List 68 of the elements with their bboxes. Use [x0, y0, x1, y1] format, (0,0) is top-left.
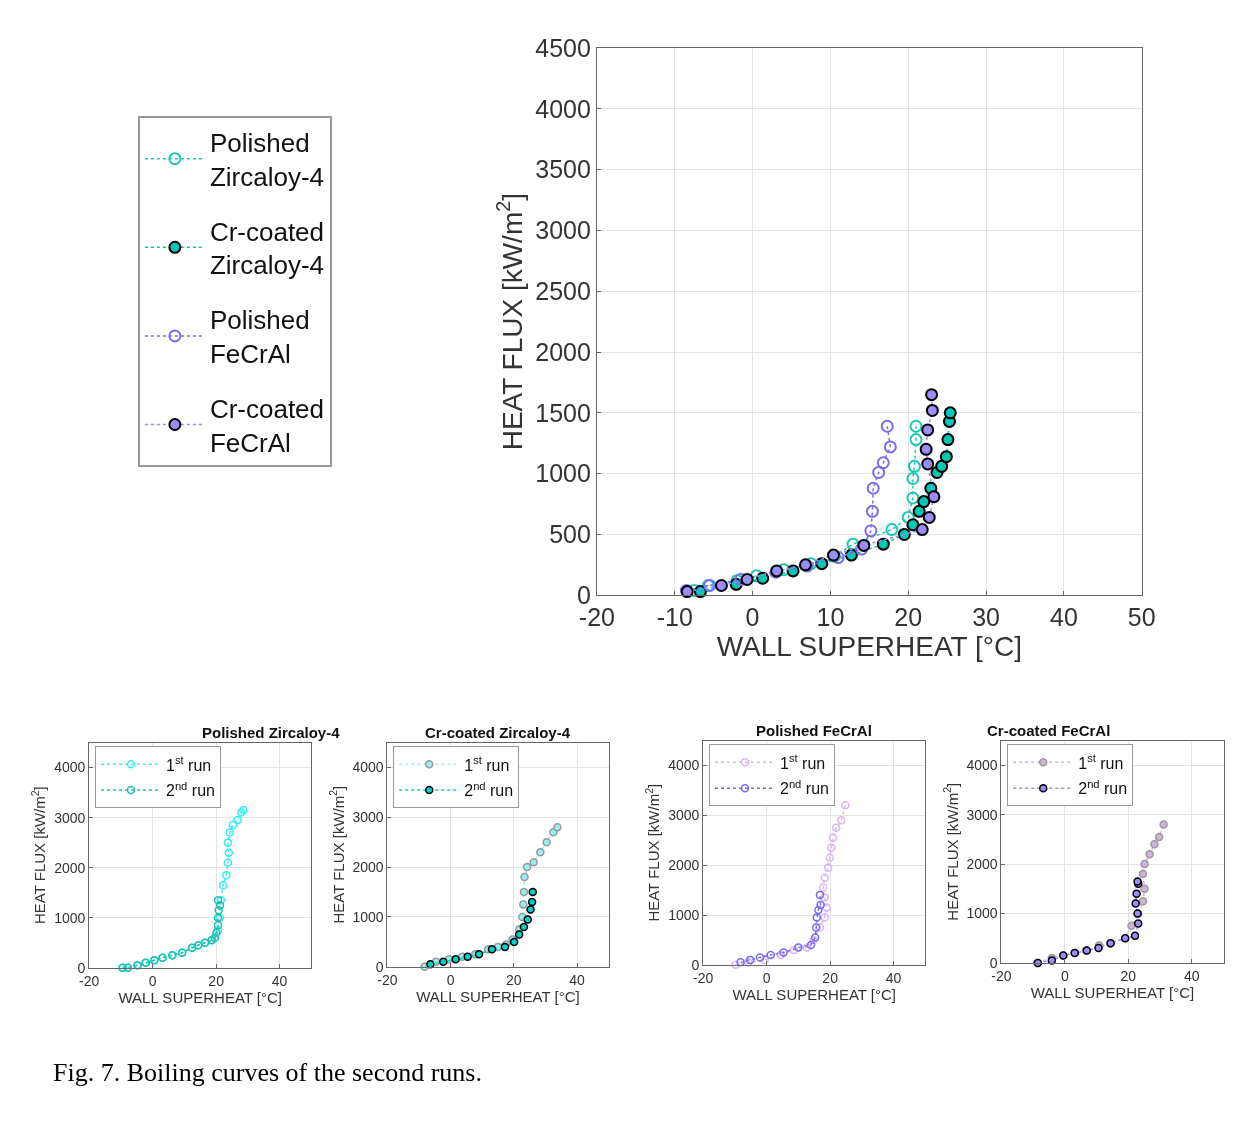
legend-label: 1$^{st}$ run — [1078, 751, 1124, 772]
x-tick-label: -10 — [656, 603, 693, 632]
x-tick-label: 40 — [885, 969, 902, 986]
legend-label: Polished FeCrAl — [209, 305, 310, 369]
x-tick-label: 20 — [208, 972, 225, 989]
legend-label: 2$^{nd}$ run — [1078, 777, 1128, 798]
y-tick-label: 1000 — [668, 906, 700, 923]
y-tick-label: 4000 — [535, 94, 591, 123]
x-tick-label: 0 — [762, 969, 771, 986]
y-tick-label: 1500 — [535, 398, 591, 427]
x-axis-title: WALL SUPERHEAT [°C] — [716, 631, 1022, 663]
y-tick-label: 1000 — [966, 905, 998, 922]
chart-title: Polished FeCrAl — [756, 722, 872, 739]
legend-label: Polished Zircaloy-4 — [209, 127, 325, 192]
x-tick-label: 20 — [1120, 967, 1137, 984]
chart-title: Polished Zircaloy-4 — [202, 724, 341, 741]
legend-label: 2$^{nd}$ run — [464, 779, 514, 800]
x-tick-label: 10 — [816, 603, 845, 632]
x-tick-label: 30 — [972, 603, 1000, 632]
legend-label: 2$^{nd}$ run — [779, 777, 829, 798]
x-tick-label: 20 — [506, 971, 522, 988]
x-tick-label: -20 — [79, 972, 100, 989]
legend-label: 1$^{st}$ run — [779, 751, 826, 772]
y-tick-label: 2500 — [535, 277, 591, 306]
legend-label: 2$^{nd}$ run — [165, 779, 215, 800]
x-tick-label: 20 — [822, 969, 839, 986]
y-tick-label: 1000 — [54, 909, 86, 926]
x-axis-title: WALL SUPERHEAT [°C] — [118, 988, 283, 1006]
y-tick-label: 3000 — [966, 806, 998, 823]
x-tick-label: 40 — [569, 971, 585, 988]
y-tick-label: 3000 — [535, 216, 591, 245]
y-tick-label: 2000 — [966, 855, 998, 872]
x-tick-label: 40 — [271, 972, 288, 989]
y-tick-label: 4500 — [535, 33, 591, 62]
caption: Fig. 7. Boiling curves of the second runs. — [53, 1058, 482, 1087]
x-tick-label: -20 — [377, 971, 398, 988]
y-tick-label: 3000 — [668, 807, 700, 824]
y-tick-label: 4000 — [54, 759, 86, 776]
chart-title: Cr-coated FeCrAl — [987, 722, 1111, 739]
x-tick-label: 40 — [1049, 603, 1078, 632]
y-tick-label: 4000 — [966, 757, 998, 774]
y-tick-label: 4000 — [668, 757, 700, 774]
y-tick-label: 3500 — [535, 155, 591, 184]
x-tick-label: 50 — [1127, 603, 1156, 632]
x-tick-label: 0 — [148, 972, 157, 989]
y-tick-label: 2000 — [352, 859, 384, 876]
legend-label: 1$^{st}$ run — [165, 753, 212, 774]
legend-label: Cr-coated FeCrAl — [209, 393, 325, 458]
y-tick-label: 500 — [549, 520, 591, 549]
y-tick-label: 2000 — [535, 337, 591, 366]
y-tick-label: 3000 — [352, 809, 384, 826]
y-tick-label: 1000 — [352, 908, 384, 925]
legend-label: 1$^{st}$ run — [464, 753, 510, 774]
y-tick-label: 2000 — [668, 857, 700, 874]
x-tick-label: 0 — [446, 971, 455, 988]
x-axis-title: WALL SUPERHEAT [°C] — [416, 987, 580, 1005]
y-tick-label: 3000 — [54, 809, 86, 826]
y-tick-label: 1000 — [535, 459, 591, 488]
legend-label: Cr-coated Zircaloy-4 — [209, 216, 325, 281]
y-tick-label: 2000 — [54, 859, 86, 876]
x-tick-label: 20 — [894, 603, 923, 632]
y-tick-label: 4000 — [352, 759, 384, 776]
x-tick-label: 0 — [1060, 967, 1069, 984]
x-tick-label: 40 — [1184, 967, 1200, 984]
x-tick-label: 0 — [745, 603, 760, 632]
chart-title: Cr-coated Zircaloy-4 — [425, 724, 571, 741]
x-axis-title: WALL SUPERHEAT [°C] — [1030, 983, 1195, 1001]
x-axis-title: WALL SUPERHEAT [°C] — [732, 985, 897, 1003]
